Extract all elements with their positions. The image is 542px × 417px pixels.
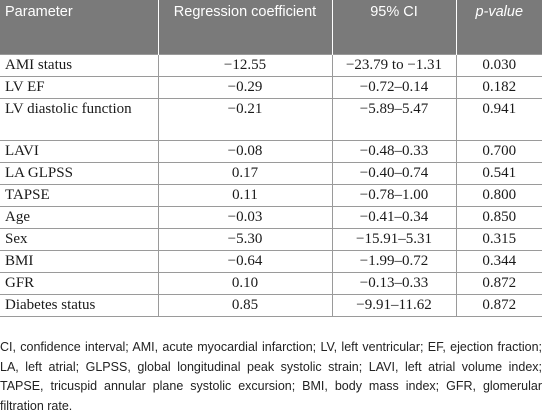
table-row: TAPSE 0.11 −0.78–1.00 0.800 xyxy=(0,183,542,206)
regression-table: Parameter Regression coefficient 95% CI … xyxy=(0,0,542,317)
table-row: GFR 0.10 −0.13–0.33 0.872 xyxy=(0,271,542,294)
cell-p-value: 0.800 xyxy=(455,183,542,206)
cell-parameter: Age xyxy=(0,205,158,228)
table-header: Parameter Regression coefficient 95% CI … xyxy=(0,0,542,54)
table-row: LV diastolic function −0.21 −5.89–5.47 0.94… xyxy=(0,97,542,140)
cell-p-value: 0.872 xyxy=(455,293,542,317)
cell-regression-coefficient: 0.11 xyxy=(157,183,332,206)
cell-95-ci: −0.41–0.34 xyxy=(331,205,456,228)
cell-95-ci: −9.91–11.62 xyxy=(331,293,456,317)
cell-regression-coefficient: 0.10 xyxy=(157,271,332,294)
cell-parameter: LAVI xyxy=(0,139,158,162)
cell-regression-coefficient: −0.08 xyxy=(157,139,332,162)
table-row: Sex −5.30 −15.91–5.31 0.315 xyxy=(0,227,542,250)
cell-regression-coefficient: 0.85 xyxy=(157,293,332,317)
cell-p-value: 0.030 xyxy=(455,53,542,76)
cell-parameter: GFR xyxy=(0,271,158,294)
table-body: AMI status −12.55 −23.79 to −1.31 0.030 LV E… xyxy=(0,53,542,317)
cell-regression-coefficient: 0.17 xyxy=(157,161,332,184)
table-row: Diabetes status 0.85 −9.91–11.62 0.872 xyxy=(0,293,542,317)
cell-95-ci: −23.79 to −1.31 xyxy=(331,53,456,76)
cell-95-ci: −1.99–0.72 xyxy=(331,249,456,272)
cell-p-value: 0.541 xyxy=(455,161,542,184)
table-row: BMI −0.64 −1.99–0.72 0.344 xyxy=(0,249,542,272)
header-parameter: Parameter xyxy=(5,4,73,20)
cell-p-value: 0.315 xyxy=(455,227,542,250)
cell-parameter: LV diastolic function xyxy=(0,97,158,140)
header-row: Parameter Regression coefficient 95% CI … xyxy=(0,0,542,54)
cell-parameter: LV EF xyxy=(0,75,158,98)
cell-parameter: Diabetes status xyxy=(0,293,158,317)
table-footnote: CI, confidence interval; AMI, acute myoc… xyxy=(0,340,542,413)
cell-parameter: AMI status xyxy=(0,53,158,76)
cell-regression-coefficient: −5.30 xyxy=(157,227,332,250)
header-p-value: p-value xyxy=(455,0,542,54)
cell-parameter: BMI xyxy=(0,249,158,272)
header-regression-coefficient: Regression coefficient xyxy=(157,0,332,54)
cell-p-value: 0.182 xyxy=(455,75,542,98)
table-row: AMI status −12.55 −23.79 to −1.31 0.030 xyxy=(0,53,542,76)
table-row: LAVI −0.08 −0.48–0.33 0.700 xyxy=(0,139,542,162)
cell-95-ci: −0.13–0.33 xyxy=(331,271,456,294)
cell-parameter: LA GLPSS xyxy=(0,161,158,184)
cell-95-ci: −0.48–0.33 xyxy=(331,139,456,162)
cell-regression-coefficient: −0.64 xyxy=(157,249,332,272)
cell-p-value: 0.941 xyxy=(455,97,542,140)
cell-95-ci: −0.40–0.74 xyxy=(331,161,456,184)
cell-95-ci: −0.78–1.00 xyxy=(331,183,456,206)
table-row: LA GLPSS 0.17 −0.40–0.74 0.541 xyxy=(0,161,542,184)
cell-95-ci: −0.72–0.14 xyxy=(331,75,456,98)
cell-p-value: 0.700 xyxy=(455,139,542,162)
cell-p-value: 0.850 xyxy=(455,205,542,228)
cell-regression-coefficient: −0.03 xyxy=(157,205,332,228)
cell-p-value: 0.872 xyxy=(455,271,542,294)
cell-regression-coefficient: −12.55 xyxy=(157,53,332,76)
table-row: LV EF −0.29 −0.72–0.14 0.182 xyxy=(0,75,542,98)
header-95-ci: 95% CI xyxy=(331,0,456,54)
cell-95-ci: −5.89–5.47 xyxy=(331,97,456,140)
cell-p-value: 0.344 xyxy=(455,249,542,272)
cell-parameter: TAPSE xyxy=(0,183,158,206)
cell-95-ci: −15.91–5.31 xyxy=(331,227,456,250)
cell-parameter: Sex xyxy=(0,227,158,250)
table-row: Age −0.03 −0.41–0.34 0.850 xyxy=(0,205,542,228)
cell-regression-coefficient: −0.21 xyxy=(157,97,332,140)
cell-regression-coefficient: −0.29 xyxy=(157,75,332,98)
